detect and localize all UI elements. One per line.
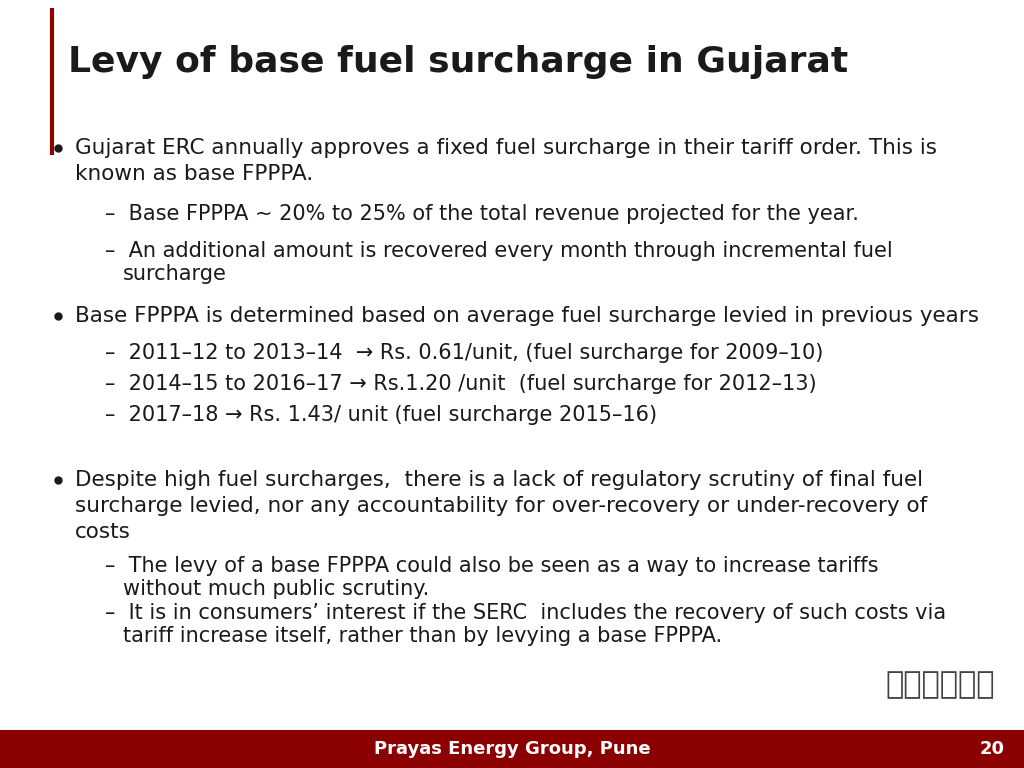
- Text: known as base FPPPA.: known as base FPPPA.: [75, 164, 313, 184]
- Text: –  The levy of a base FPPPA could also be seen as a way to increase tariffs: – The levy of a base FPPPA could also be…: [105, 556, 879, 576]
- Text: –  An additional amount is recovered every month through incremental fuel: – An additional amount is recovered ever…: [105, 241, 893, 261]
- Text: –  2014–15 to 2016–17 → Rs.1.20 /unit  (fuel surcharge for 2012–13): – 2014–15 to 2016–17 → Rs.1.20 /unit (fu…: [105, 374, 816, 394]
- Text: without much public scrutiny.: without much public scrutiny.: [123, 579, 429, 599]
- Text: costs: costs: [75, 522, 131, 542]
- Text: –  It is in consumers’ interest if the SERC  includes the recovery of such costs: – It is in consumers’ interest if the SE…: [105, 603, 946, 623]
- Text: tariff increase itself, rather than by levying a base FPPPA.: tariff increase itself, rather than by l…: [123, 626, 722, 646]
- Text: –  2017–18 → Rs. 1.43/ unit (fuel surcharge 2015–16): – 2017–18 → Rs. 1.43/ unit (fuel surchar…: [105, 405, 657, 425]
- Text: –  Base FPPPA ~ 20% to 25% of the total revenue projected for the year.: – Base FPPPA ~ 20% to 25% of the total r…: [105, 204, 859, 224]
- Text: surcharge: surcharge: [123, 264, 227, 284]
- Text: प्रयास: प्रयास: [886, 670, 994, 700]
- Text: 20: 20: [980, 740, 1005, 758]
- Text: Prayas Energy Group, Pune: Prayas Energy Group, Pune: [374, 740, 650, 758]
- Text: Gujarat ERC annually approves a fixed fuel surcharge in their tariff order. This: Gujarat ERC annually approves a fixed fu…: [75, 138, 937, 158]
- Text: surcharge levied, nor any accountability for over-recovery or under-recovery of: surcharge levied, nor any accountability…: [75, 496, 928, 516]
- Text: Levy of base fuel surcharge in Gujarat: Levy of base fuel surcharge in Gujarat: [68, 45, 848, 79]
- Text: Despite high fuel surcharges,  there is a lack of regulatory scrutiny of final f: Despite high fuel surcharges, there is a…: [75, 470, 923, 490]
- Text: Base FPPPA is determined based on average fuel surcharge levied in previous year: Base FPPPA is determined based on averag…: [75, 306, 979, 326]
- Bar: [0, 730, 1024, 768]
- Text: –  2011–12 to 2013–14  → Rs. 0.61/unit, (fuel surcharge for 2009–10): – 2011–12 to 2013–14 → Rs. 0.61/unit, (f…: [105, 343, 823, 363]
